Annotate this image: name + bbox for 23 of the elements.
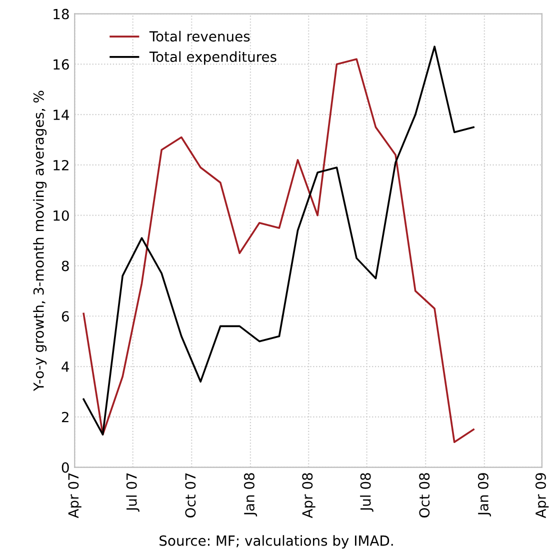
y-tick-label: 0 [62, 462, 69, 473]
y-tick-label: 16 [54, 59, 69, 70]
y-tick-label: 2 [62, 412, 68, 422]
x-tick-label: Jul 07 [126, 473, 140, 512]
source-note: Source: MF; valculations by IMAD. [160, 535, 393, 549]
x-tick-label: Apr 09 [535, 473, 549, 518]
x-tick-label: Oct 08 [419, 473, 430, 518]
y-tick-label: 12 [54, 160, 68, 170]
y-tick-label: 4 [62, 362, 70, 372]
y-tick-label: 10 [54, 210, 69, 221]
x-tick-label: Jul 08 [360, 473, 374, 512]
y-tick-label: 6 [62, 311, 69, 322]
y-axis-title: Y-o-y growth, 3-month moving averages, % [33, 90, 47, 392]
x-tick-label: Apr 08 [302, 473, 316, 518]
legend-label: Total revenues [149, 30, 250, 42]
y-tick-label: 18 [54, 8, 69, 20]
x-tick-label: Jan 09 [478, 473, 492, 516]
x-tick-label: Apr 07 [68, 473, 82, 518]
y-tick-label: 8 [62, 260, 69, 272]
legend-label: Total expenditures [149, 51, 276, 65]
y-tick-label: 14 [54, 110, 70, 120]
x-tick-label: Jan 08 [244, 473, 258, 516]
x-tick-label: Oct 07 [185, 473, 196, 518]
